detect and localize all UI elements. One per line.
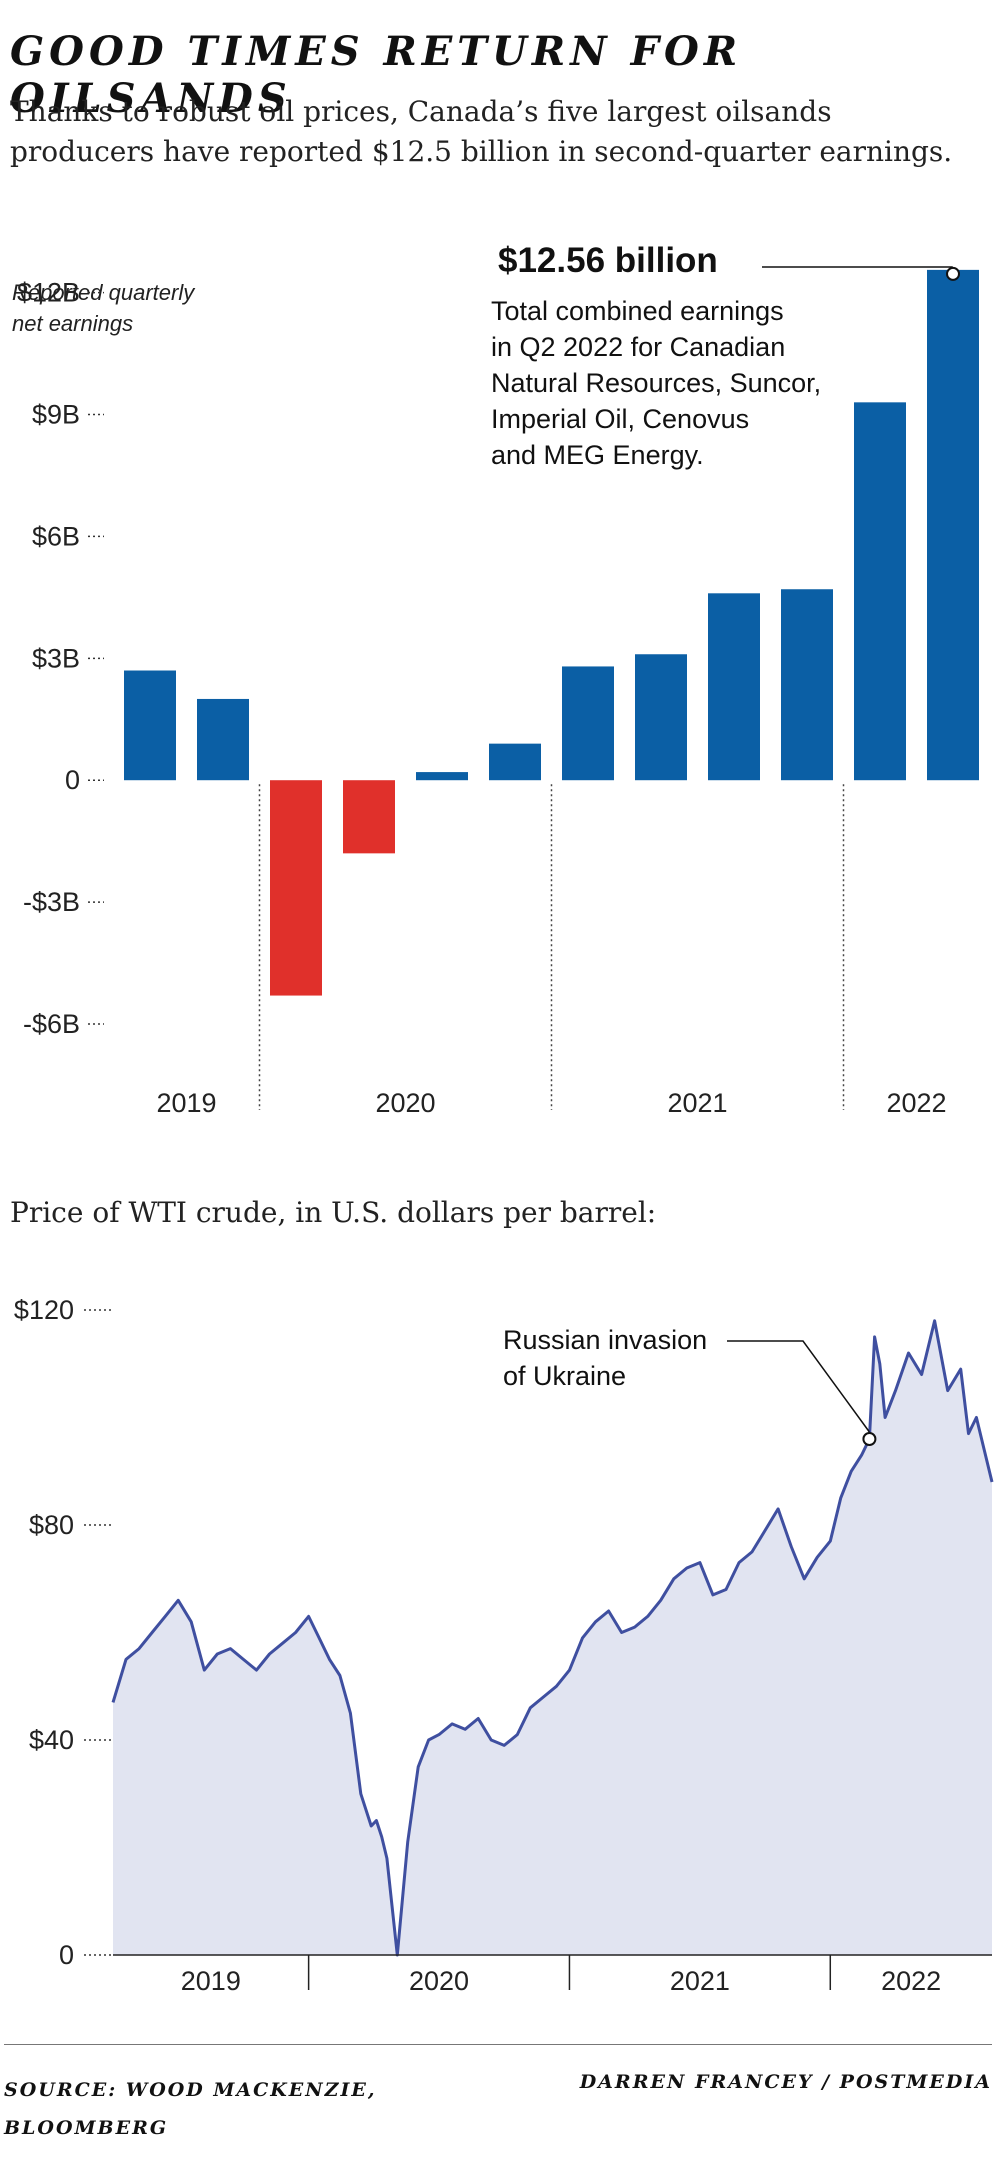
wti-price-chart: 0 $40 $80 $120 2019 2020 2021 2022 Russian invas… bbox=[14, 1295, 994, 1996]
x-year-label: 2021 bbox=[667, 1088, 727, 1118]
y-tick-label: -$6B bbox=[23, 1009, 80, 1039]
x-tick-label: 2020 bbox=[409, 1966, 469, 1996]
y-axis-label: net earnings bbox=[12, 311, 133, 336]
bar-q4-2020 bbox=[489, 743, 541, 781]
y-tick-label: $120 bbox=[14, 1295, 74, 1325]
x-tick-label: 2022 bbox=[881, 1966, 941, 1996]
chart-title: GOOD TIMES RETURN FOR OILSANDS bbox=[10, 28, 743, 122]
source-credit: SOURCE: WOOD MACKENZIE, BLOOMBERG bbox=[4, 2071, 444, 2147]
source-line: BLOOMBERG bbox=[4, 2117, 169, 2139]
bar-q3-2021 bbox=[708, 593, 760, 781]
chart-subtitle: Thanks to robust oil prices, Canada’s fi… bbox=[10, 95, 953, 168]
y-tick-label: 0 bbox=[59, 1940, 74, 1970]
footer: SOURCE: WOOD MACKENZIE, BLOOMBERG DARREN… bbox=[4, 2044, 992, 2139]
annotation-dot bbox=[946, 266, 960, 281]
bar-q2-2020 bbox=[343, 780, 395, 854]
annotation-text: Russian invasion bbox=[503, 1325, 707, 1355]
y-tick-label: $3B bbox=[32, 643, 80, 673]
x-tick-label: 2021 bbox=[670, 1966, 730, 1996]
x-year-label: 2022 bbox=[886, 1088, 946, 1118]
annotation-text: Natural Resources, Suncor, bbox=[491, 368, 821, 398]
bar-q1-2019 bbox=[124, 670, 176, 781]
annotation-text: Total combined earnings bbox=[491, 296, 784, 326]
bar-q2-2021 bbox=[635, 654, 687, 781]
price-area bbox=[113, 1320, 992, 1955]
y-tick-label: -$3B bbox=[23, 887, 80, 917]
price-line bbox=[111, 1319, 994, 1957]
annotation-leader bbox=[727, 1340, 871, 1433]
bar-q1-2021 bbox=[562, 666, 614, 781]
annotation-leader bbox=[762, 266, 953, 268]
annotation-text: in Q2 2022 for Canadian bbox=[491, 332, 785, 362]
y-tick-label: $9B bbox=[32, 400, 80, 430]
source-line: SOURCE: WOOD MACKENZIE, bbox=[4, 2079, 377, 2101]
annotation-text: Imperial Oil, Cenovus bbox=[491, 404, 749, 434]
bar-q1-2020 bbox=[270, 780, 322, 996]
bar-q2-2019 bbox=[197, 698, 249, 781]
annotation-text: and MEG Energy. bbox=[491, 440, 704, 470]
bar-q1-2022 bbox=[854, 402, 906, 781]
bar-q3-2020 bbox=[416, 772, 468, 781]
y-tick-label: $6B bbox=[32, 521, 80, 551]
annotation-value: $12.56 billion bbox=[498, 241, 718, 280]
bar-q4-2021 bbox=[781, 589, 833, 781]
annotation-text: of Ukraine bbox=[503, 1361, 626, 1391]
x-tick-label: 2019 bbox=[181, 1966, 241, 1996]
earnings-bar-chart: Reported quarterly net earnings -$6B -$3B 0 $… bbox=[12, 241, 979, 1118]
bar-q2-2022 bbox=[927, 269, 979, 781]
annotation-dot bbox=[862, 1432, 877, 1446]
wti-chart-title: Price of WTI crude, in U.S. dollars per … bbox=[10, 1196, 657, 1229]
x-year-label: 2019 bbox=[156, 1088, 216, 1118]
graphic-credit: DARREN FRANCEY / POSTMEDIA bbox=[579, 2071, 992, 2093]
y-tick-label: $80 bbox=[29, 1510, 74, 1540]
x-year-label: 2020 bbox=[375, 1088, 435, 1118]
y-tick-label: $40 bbox=[29, 1725, 74, 1755]
y-tick-label: $12B bbox=[17, 278, 80, 308]
y-axis-label: Reported quarterly bbox=[12, 280, 196, 305]
y-tick-label: 0 bbox=[65, 765, 80, 795]
